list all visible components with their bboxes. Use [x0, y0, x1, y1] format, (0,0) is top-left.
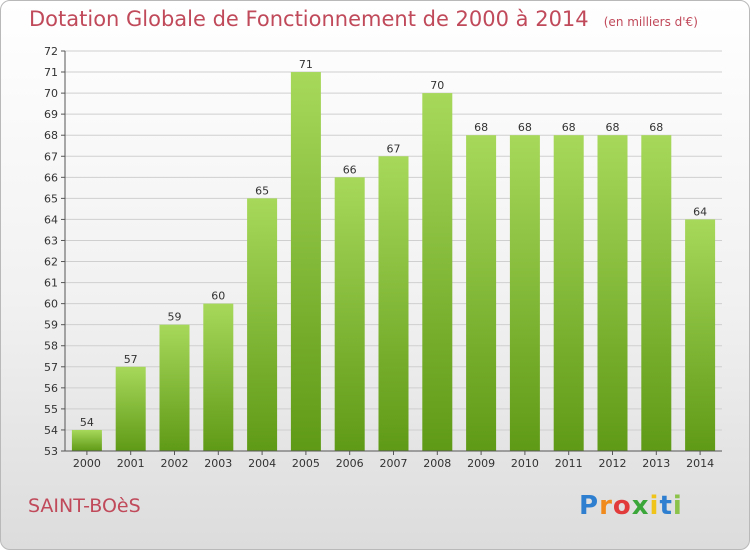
data-label: 57 — [124, 353, 138, 366]
axes: 53 54 55 56 57 58 59 60 61 62 63 64 65 66 67 68 69 70 71 72… — [44, 45, 722, 470]
y-tick-label: 66 — [44, 171, 58, 184]
x-tick-label: 2007 — [380, 457, 408, 470]
bar — [597, 135, 628, 452]
data-label: 71 — [299, 58, 313, 71]
data-label: 70 — [430, 79, 444, 92]
chart-title: Dotation Globale de Fonctionnement de 20… — [29, 7, 698, 31]
data-label: 64 — [693, 205, 707, 218]
y-tick-label: 61 — [44, 277, 58, 290]
y-tick-label: 65 — [44, 192, 58, 205]
y-tick-label: 53 — [44, 445, 58, 458]
logo-letter: P — [579, 491, 600, 521]
bar — [203, 303, 234, 451]
y-tick-label: 68 — [44, 129, 58, 142]
bars: 54 57 59 60 65 71 66 67 70 68 68 68 68 68 64 — [71, 58, 716, 452]
bar — [71, 429, 102, 451]
data-label: 60 — [211, 290, 225, 303]
x-tick-label: 2011 — [555, 457, 583, 470]
data-label: 66 — [343, 163, 357, 176]
x-tick-label: 2005 — [292, 457, 320, 470]
data-label: 67 — [387, 142, 401, 155]
y-tick-label: 58 — [44, 340, 58, 353]
y-tick-label: 62 — [44, 256, 58, 269]
commune-name: SAINT-BOèS — [28, 495, 141, 517]
x-tick-label: 2009 — [467, 457, 495, 470]
logo-letter: i — [672, 491, 683, 521]
bar — [247, 198, 278, 451]
y-tick-label: 57 — [44, 361, 58, 374]
y-tick-label: 59 — [44, 319, 58, 332]
data-label: 54 — [80, 416, 94, 429]
data-label: 59 — [168, 311, 182, 324]
data-label: 68 — [562, 121, 576, 134]
x-tick-label: 2003 — [204, 457, 232, 470]
y-tick-label: 71 — [44, 66, 58, 79]
bar — [466, 135, 497, 452]
bar — [422, 93, 453, 452]
x-tick-label: 2004 — [248, 457, 276, 470]
y-tick-label: 72 — [44, 45, 58, 58]
data-label: 65 — [255, 184, 269, 197]
x-tick-label: 2010 — [511, 457, 539, 470]
y-tick-label: 67 — [44, 150, 58, 163]
y-tick-label: 69 — [44, 108, 58, 121]
data-label: 68 — [518, 121, 532, 134]
title-text: Dotation Globale de Fonctionnement de 20… — [29, 7, 589, 31]
y-tick-label: 64 — [44, 213, 58, 226]
bar — [290, 72, 321, 451]
unit-label: (en milliers d'€) — [603, 15, 698, 29]
x-tick-label: 2000 — [73, 457, 101, 470]
x-tick-label: 2013 — [642, 457, 670, 470]
bar — [641, 135, 672, 452]
x-tick-label: 2008 — [423, 457, 451, 470]
x-tick-label: 2002 — [161, 457, 189, 470]
bar — [159, 324, 190, 451]
bar — [334, 177, 365, 451]
y-tick-label: 55 — [44, 403, 58, 416]
logo-letter: x — [631, 491, 650, 521]
proxiti-logo: Proxiti — [579, 491, 683, 521]
y-tick-label: 54 — [44, 424, 58, 437]
x-tick-label: 2012 — [599, 457, 627, 470]
logo-letter: i — [649, 491, 660, 521]
bar — [509, 135, 540, 452]
bar — [378, 156, 409, 451]
data-label: 68 — [474, 121, 488, 134]
x-tick-label: 2006 — [336, 457, 364, 470]
x-tick-label: 2014 — [686, 457, 714, 470]
data-label: 68 — [606, 121, 620, 134]
bar — [685, 219, 716, 451]
y-tick-label: 70 — [44, 87, 58, 100]
logo-letter: t — [659, 491, 673, 521]
bar — [115, 366, 146, 451]
y-tick-label: 60 — [44, 298, 58, 311]
bar — [553, 135, 584, 452]
y-tick-label: 56 — [44, 382, 58, 395]
x-tick-label: 2001 — [117, 457, 145, 470]
logo-letter: o — [612, 491, 632, 521]
y-tick-label: 63 — [44, 234, 58, 247]
data-label: 68 — [649, 121, 663, 134]
logo-letter: r — [599, 491, 613, 521]
